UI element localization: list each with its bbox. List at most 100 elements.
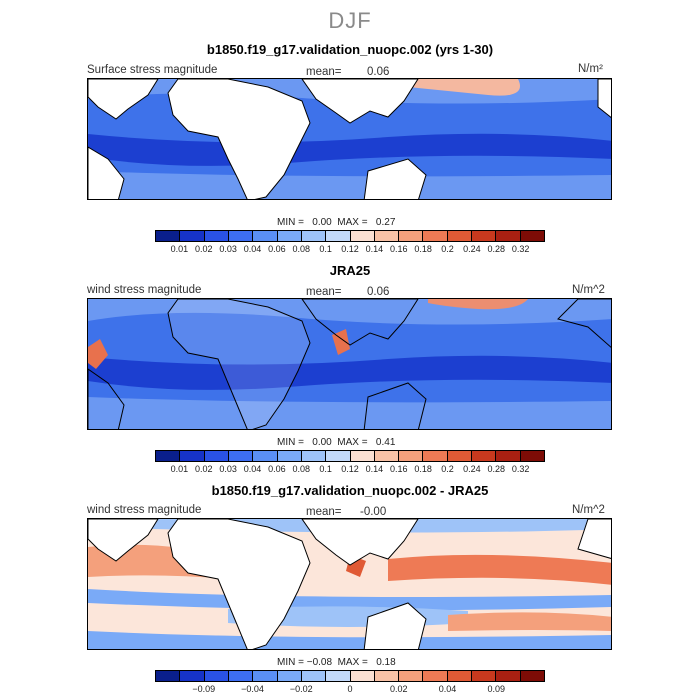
colorbar-swatch [350,451,375,461]
panel-1-units: N/m² [578,63,603,75]
colorbar-label: 0.01 [170,464,189,474]
colorbar-swatch [472,451,497,461]
colorbar-swatch [423,231,448,241]
colorbar-swatch [520,451,544,461]
colorbar-swatch [301,231,327,241]
colorbar-swatch [301,671,327,681]
panel-2-title: JRA25 [329,263,371,278]
colorbar-label: 0.18 [414,244,432,254]
colorbar-label: 0.14 [365,464,384,474]
colorbar-label: 0.06 [268,464,286,474]
colorbar-label: 0.02 [389,684,408,694]
colorbar-swatch [374,231,400,241]
colorbar-label: 0.03 [219,244,237,254]
colorbar-swatch [350,671,375,681]
colorbar-label: 0.32 [511,244,530,254]
panel-3-colorbar [155,670,545,682]
colorbar-label: 0.28 [487,464,506,474]
colorbar-swatch [472,231,497,241]
colorbar-swatch [447,671,473,681]
panel-2-field-label: wind stress magnitude [87,284,202,296]
panel-3-minmax: MIN = −0.08 MAX = 0.18 [277,657,396,668]
page-title: DJF [328,8,372,33]
panel-1-field-label: Surface stress magnitude [87,64,218,76]
colorbar-swatch [156,671,181,681]
panel-2-mean-value: 0.06 [367,286,390,298]
colorbar-swatch [374,671,400,681]
colorbar-swatch [350,231,375,241]
colorbar-label: 0.04 [438,684,457,694]
colorbar-swatch [156,231,181,241]
colorbar-label: 0.04 [243,464,262,474]
panel-3-units: N/m^2 [572,504,605,516]
colorbar-swatch [520,231,544,241]
panel-3-colorbar-labels: −0.09 −0.04 −0.02 0 0.02 0.04 0.09 [155,684,545,696]
colorbar-label: 0.18 [414,464,432,474]
colorbar-label: 0.24 [463,464,481,474]
colorbar-label: −0.02 [289,684,313,694]
panel-3-title: b1850.f19_g17.validation_nuopc.002 - JRA… [211,483,489,498]
colorbar-swatch [156,451,181,461]
colorbar-label: 0.24 [463,244,481,254]
colorbar-swatch [228,231,254,241]
colorbar-swatch [277,671,302,681]
colorbar-label: 0 [347,684,353,694]
colorbar-label: 0.1 [319,464,332,474]
colorbar-swatch [180,231,205,241]
colorbar-swatch [520,671,544,681]
colorbar-label: 0.12 [341,464,359,474]
panel-1-mean-value: 0.06 [367,66,390,78]
panel-3-mean-label: mean= [306,506,342,518]
panel-1-map-svg [88,79,611,199]
colorbar-label: 0.16 [389,464,408,474]
panel-2-colorbar-labels: 0.01 0.02 0.03 0.04 0.06 0.08 0.1 0.12 0.14 0.16 0… [155,464,545,476]
colorbar-label: 0.12 [341,244,359,254]
colorbar-label: −0.09 [192,684,216,694]
panel-1-colorbar-labels: 0.01 0.02 0.03 0.04 0.06 0.08 0.1 0.12 0.14 0.16 0… [155,244,545,256]
panel-3-map-svg [88,519,611,649]
colorbar-swatch [228,451,254,461]
colorbar-label: 0.02 [194,244,213,254]
colorbar-swatch [472,671,497,681]
panel-1-map [87,78,612,200]
colorbar-swatch [277,451,302,461]
colorbar-swatch [326,671,351,681]
colorbar-swatch [399,451,424,461]
colorbar-swatch [423,451,448,461]
panel-3-field-label: wind stress magnitude [87,504,202,516]
colorbar-label: 0.14 [365,244,384,254]
panel-2-map [87,298,612,430]
colorbar-swatch [496,671,521,681]
colorbar-swatch [326,231,351,241]
colorbar-swatch [180,671,205,681]
colorbar-swatch [399,231,424,241]
colorbar-swatch [301,451,327,461]
colorbar-swatch [253,671,278,681]
panel-2-map-svg [88,299,611,429]
panel-2-units: N/m^2 [572,284,605,296]
colorbar-label: 0.08 [292,464,311,474]
panel-3-map [87,518,612,650]
colorbar-swatch [399,671,424,681]
colorbar-swatch [277,231,302,241]
colorbar-swatch [204,671,229,681]
colorbar-swatch [447,231,473,241]
panel-2-minmax: MIN = 0.00 MAX = 0.41 [277,437,396,448]
colorbar-swatch [326,451,351,461]
panel-1-colorbar [155,230,545,242]
colorbar-swatch [253,451,278,461]
colorbar-swatch [204,451,229,461]
colorbar-swatch [496,231,521,241]
colorbar-label: 0.32 [511,464,530,474]
colorbar-swatch [423,671,448,681]
colorbar-swatch [204,231,229,241]
colorbar-label: 0.16 [389,244,408,254]
colorbar-label: 0.03 [219,464,237,474]
colorbar-swatch [496,451,521,461]
colorbar-label: 0.2 [441,244,454,254]
colorbar-label: 0.2 [441,464,454,474]
panel-2-colorbar [155,450,545,462]
colorbar-label: 0.08 [292,244,311,254]
panel-1-mean-label: mean= [306,66,342,78]
colorbar-label: 0.04 [243,244,262,254]
